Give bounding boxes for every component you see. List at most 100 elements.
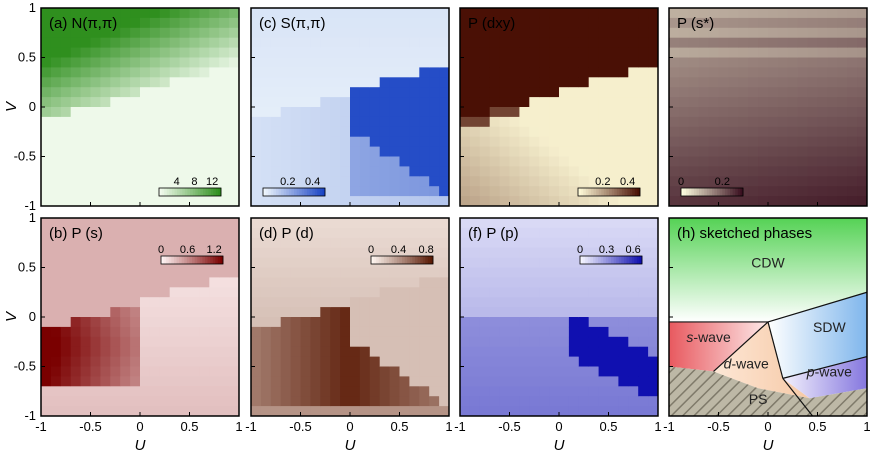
heatmap-cell bbox=[509, 277, 520, 288]
heatmap-cell bbox=[479, 136, 491, 147]
heatmap-cell bbox=[698, 196, 709, 207]
heatmap-cell bbox=[340, 406, 351, 417]
heatmap-cell bbox=[310, 8, 321, 19]
heatmap-cell bbox=[280, 37, 291, 48]
panel-title-text: (h) sketched phases bbox=[677, 225, 812, 242]
colorbar-segment bbox=[275, 188, 279, 196]
heatmap-cell bbox=[100, 257, 111, 268]
heatmap-cell bbox=[41, 267, 52, 278]
colorbar-segment bbox=[159, 188, 162, 196]
heatmap-cell bbox=[807, 67, 818, 78]
heatmap-cell bbox=[280, 326, 291, 338]
panel-title-text: (d) P (d) bbox=[259, 225, 314, 242]
heatmap-cell bbox=[419, 116, 430, 128]
heatmap-cell bbox=[460, 346, 471, 357]
heatmap-cell bbox=[827, 67, 838, 78]
heatmap-cell bbox=[320, 326, 331, 338]
heatmap-cell bbox=[260, 237, 272, 249]
heatmap-cell bbox=[70, 186, 81, 197]
heatmap-cell bbox=[70, 356, 81, 367]
heatmap-cell bbox=[399, 77, 410, 88]
heatmap-cell bbox=[399, 227, 410, 239]
heatmap-cell bbox=[678, 196, 690, 207]
heatmap-cell bbox=[350, 97, 361, 108]
heatmap-cell bbox=[389, 176, 400, 187]
x-tick-label: -0.5 bbox=[707, 419, 729, 434]
heatmap-cell bbox=[389, 218, 400, 229]
heatmap-cell bbox=[748, 87, 759, 98]
heatmap-cell bbox=[479, 67, 491, 78]
heatmap-cell bbox=[718, 57, 729, 68]
heatmap-cell bbox=[549, 27, 560, 39]
heatmap-cell bbox=[529, 87, 540, 98]
heatmap-cell bbox=[149, 406, 161, 417]
heatmap-cell bbox=[688, 77, 700, 88]
heatmap-cell bbox=[499, 267, 510, 278]
heatmap-cell bbox=[768, 57, 779, 68]
heatmap-cell bbox=[460, 307, 471, 318]
heatmap-cell bbox=[330, 326, 341, 338]
heatmap-cell bbox=[41, 386, 52, 397]
heatmap-cell bbox=[251, 386, 262, 397]
heatmap-cell bbox=[529, 247, 540, 258]
heatmap-cell bbox=[320, 297, 331, 308]
heatmap-cell bbox=[479, 196, 491, 207]
heatmap-cell bbox=[209, 176, 220, 187]
heatmap-cell bbox=[758, 97, 769, 108]
colorbar-segment bbox=[616, 256, 620, 264]
heatmap-cell bbox=[100, 287, 111, 298]
axis-ticks bbox=[250, 7, 450, 207]
heatmap-cell bbox=[688, 97, 700, 108]
heatmap-cell bbox=[169, 237, 180, 249]
heatmap-cell bbox=[618, 8, 629, 19]
heatmap-cell bbox=[140, 126, 151, 138]
heatmap-cell bbox=[748, 17, 759, 29]
heatmap-cell bbox=[648, 326, 659, 338]
heatmap-cell bbox=[539, 247, 550, 258]
heatmap-cell bbox=[60, 176, 72, 187]
heatmap-cell bbox=[389, 356, 400, 367]
heatmap-cell bbox=[90, 277, 101, 288]
heatmap-cell bbox=[539, 317, 550, 328]
heatmap-cell bbox=[359, 386, 371, 397]
heatmap-cell bbox=[120, 257, 131, 268]
heatmap-cell bbox=[598, 287, 609, 298]
heatmap-cell bbox=[608, 386, 619, 397]
heatmap-cell bbox=[460, 27, 471, 39]
colorbar-segment bbox=[683, 188, 687, 196]
heatmap-cell bbox=[209, 136, 220, 147]
heatmap-cell bbox=[578, 126, 590, 138]
heatmap-cell bbox=[369, 186, 381, 197]
heatmap-cell bbox=[199, 97, 210, 108]
heatmap-cell bbox=[229, 277, 240, 288]
heatmap-cell bbox=[409, 146, 420, 157]
colorbar-segment bbox=[373, 256, 377, 264]
heatmap-cell bbox=[598, 356, 609, 367]
heatmap-cell bbox=[758, 166, 769, 177]
heatmap-cell bbox=[300, 356, 311, 367]
heatmap-cell bbox=[320, 307, 331, 318]
heatmap-cell bbox=[389, 196, 400, 207]
heatmap-cell bbox=[549, 107, 560, 118]
heatmap-cell bbox=[688, 196, 700, 207]
colorbar-tick-label: 12 bbox=[206, 176, 218, 188]
heatmap-cell bbox=[648, 17, 659, 29]
heatmap-cell bbox=[300, 336, 311, 348]
heatmap-cell bbox=[340, 218, 351, 229]
heatmap-cell bbox=[598, 396, 609, 407]
heatmap-cell bbox=[260, 116, 272, 128]
heatmap-cell bbox=[100, 376, 111, 387]
heatmap-cell bbox=[169, 227, 180, 239]
heatmap-cell bbox=[199, 376, 210, 387]
heatmap-cell bbox=[169, 77, 180, 88]
heatmap-cell bbox=[379, 116, 390, 128]
heatmap-cell bbox=[300, 27, 311, 39]
heatmap-cell bbox=[399, 156, 410, 167]
heatmap-cell bbox=[399, 406, 410, 417]
panel-g: 0 0.2P (s*) bbox=[668, 7, 868, 207]
heatmap-cell bbox=[140, 186, 151, 197]
heatmap-cell bbox=[708, 116, 719, 128]
heatmap-cell bbox=[110, 366, 121, 377]
heatmap-cell bbox=[169, 247, 180, 258]
heatmap-cell bbox=[50, 277, 62, 288]
